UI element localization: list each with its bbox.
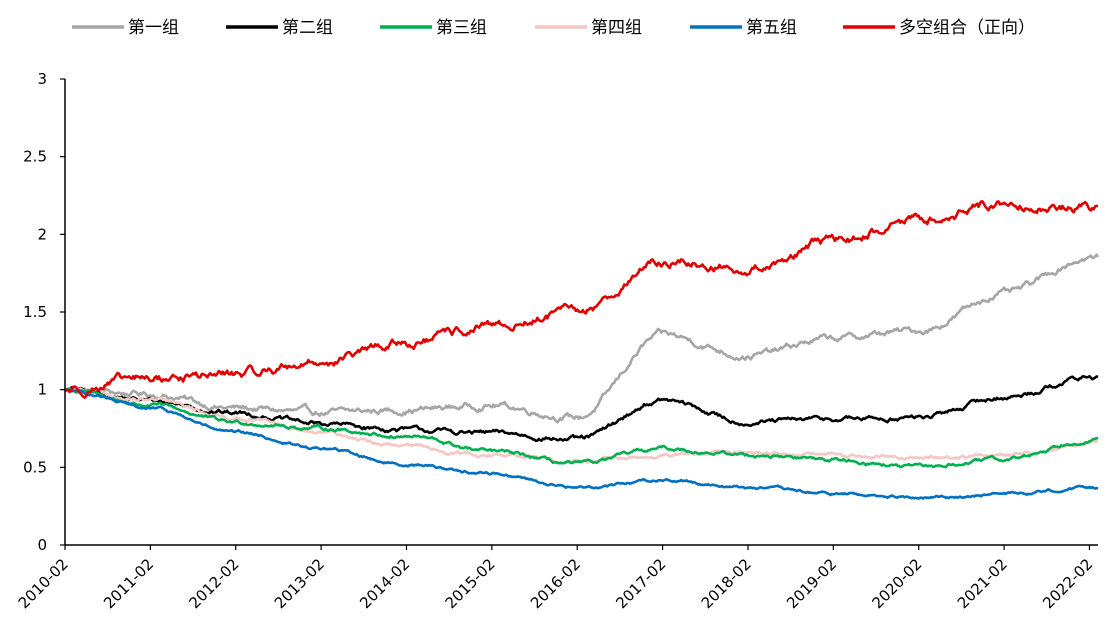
legend-label: 多空组合（正向） [899, 18, 1035, 38]
legend: 第一组 第二组 第三组 第四组 第五组 多空组合（正向） [72, 18, 1035, 38]
x-tick-label: 2012-02 [186, 555, 243, 612]
y-tick-label: 1.5 [23, 303, 47, 321]
series-layer [64, 200, 1100, 500]
x-axis-ticks: 2010-02 2011-02 2012-02 2013-02 2014-02 2015-… [15, 545, 1096, 612]
y-tick-label: 3 [37, 70, 47, 88]
x-tick-label: 2022-02 [1039, 555, 1096, 612]
legend-label: 第五组 [746, 18, 797, 38]
y-tick-label: 0.5 [23, 458, 47, 476]
y-tick-label: 2 [37, 225, 47, 243]
x-tick-label: 2019-02 [783, 555, 840, 612]
series-line [64, 200, 1099, 399]
x-tick-label: 2015-02 [442, 555, 499, 612]
series-line [64, 388, 1099, 500]
x-tick-label: 2017-02 [612, 555, 669, 612]
x-tick-label: 2021-02 [954, 555, 1011, 612]
x-tick-label: 2020-02 [868, 555, 925, 612]
series-line [64, 387, 1099, 469]
series-line [64, 253, 1100, 424]
x-tick-label: 2013-02 [271, 555, 328, 612]
series-line [64, 374, 1099, 443]
series-line [64, 387, 1099, 465]
legend-label: 第四组 [591, 18, 642, 38]
legend-label: 第一组 [128, 18, 179, 38]
y-tick-label: 2.5 [23, 148, 47, 166]
x-tick-label: 2011-02 [100, 555, 157, 612]
legend-label: 第二组 [282, 18, 333, 38]
x-tick-label: 2018-02 [698, 555, 755, 612]
y-tick-label: 0 [37, 536, 47, 554]
y-tick-label: 1 [37, 381, 47, 399]
legend-label: 第三组 [436, 18, 487, 38]
x-tick-label: 2014-02 [356, 555, 413, 612]
y-axis-ticks: 0 0.5 1 1.5 2 2.5 3 [23, 70, 65, 554]
x-tick-label: 2016-02 [527, 555, 584, 612]
x-tick-label: 2010-02 [15, 555, 72, 612]
